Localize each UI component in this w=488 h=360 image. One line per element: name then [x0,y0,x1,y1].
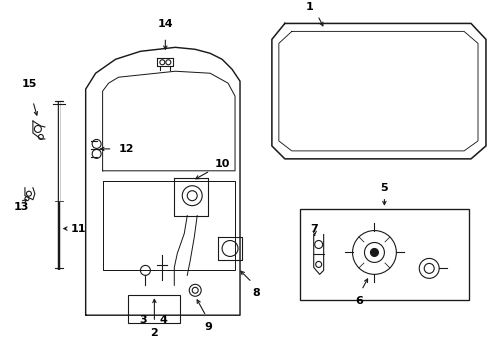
Text: 6: 6 [355,296,363,306]
Text: 2: 2 [150,328,158,338]
Text: 3: 3 [140,315,147,325]
Text: 11: 11 [71,224,86,234]
Text: 7: 7 [309,224,317,234]
Text: 1: 1 [305,3,313,13]
Circle shape [370,248,378,256]
Text: 4: 4 [159,315,167,325]
Bar [299,209,468,300]
Text: 13: 13 [13,202,29,212]
Text: 5: 5 [380,183,387,193]
Text: 15: 15 [21,79,37,89]
Text: 8: 8 [251,288,259,298]
Bar [128,295,180,323]
Text: 10: 10 [215,159,230,169]
Text: 12: 12 [118,144,134,154]
Text: 9: 9 [204,322,212,332]
Text: 14: 14 [157,19,173,30]
